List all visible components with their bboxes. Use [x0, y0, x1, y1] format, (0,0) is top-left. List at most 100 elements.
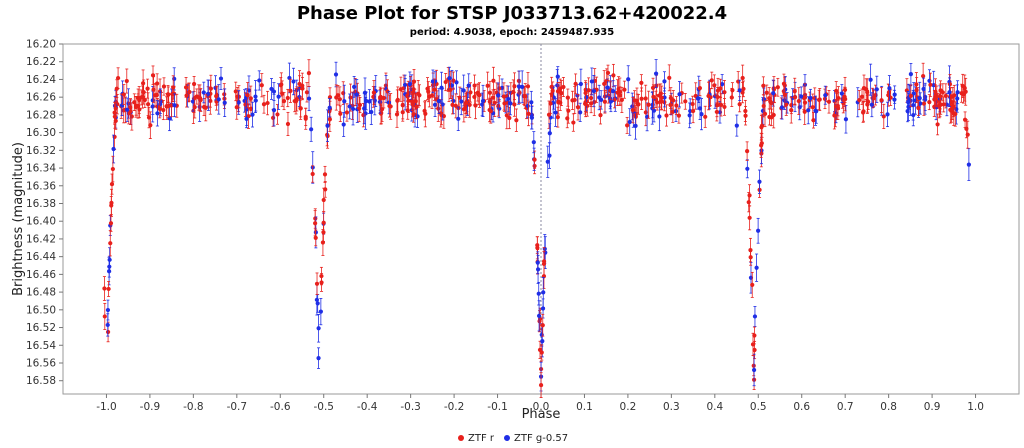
point-ztf-r	[715, 88, 721, 93]
x-tick-label: -0.4	[357, 401, 378, 413]
point-ztf-r	[835, 103, 840, 109]
point-ztf-r	[321, 220, 326, 225]
point-ztf-r	[761, 83, 766, 88]
point-ztf-r	[106, 286, 111, 292]
point-ztf-g	[155, 111, 160, 116]
point-ztf-r	[438, 111, 443, 116]
point-ztf-g	[318, 309, 323, 314]
point-ztf-g	[386, 100, 392, 105]
point-ztf-r	[115, 75, 121, 81]
point-ztf-g	[525, 103, 530, 109]
point-ztf-r	[767, 96, 772, 101]
point-ztf-g	[808, 95, 813, 101]
point-ztf-r	[963, 89, 968, 94]
point-ztf-g	[454, 80, 459, 85]
point-ztf-g	[651, 108, 657, 113]
point-ztf-g	[545, 159, 550, 164]
x-tick-label: -0.9	[140, 401, 161, 413]
point-ztf-g	[823, 93, 828, 98]
point-ztf-r	[598, 112, 603, 118]
point-ztf-g	[757, 179, 762, 184]
point-ztf-g	[250, 112, 255, 117]
point-ztf-r	[337, 97, 342, 102]
point-ztf-g	[814, 109, 819, 114]
point-ztf-r	[166, 103, 171, 108]
point-ztf-r	[285, 121, 291, 127]
point-ztf-r	[674, 103, 679, 108]
point-ztf-r	[222, 92, 227, 97]
point-ztf-g	[771, 90, 776, 96]
point-ztf-g	[480, 98, 486, 104]
point-ztf-r	[861, 86, 867, 91]
point-ztf-r	[556, 100, 561, 105]
y-tick-label: 16.38	[26, 198, 56, 210]
x-tick-label: 0.3	[663, 401, 680, 413]
y-tick-label: 16.32	[26, 145, 56, 157]
point-ztf-g	[150, 98, 155, 103]
point-ztf-g	[839, 91, 844, 96]
point-ztf-r	[344, 110, 350, 115]
point-ztf-g	[584, 95, 589, 100]
point-ztf-r	[321, 197, 326, 203]
point-ztf-g	[868, 77, 873, 82]
y-tick-label: 16.54	[26, 340, 56, 352]
point-ztf-r	[371, 90, 377, 95]
point-ztf-r	[288, 88, 293, 93]
point-ztf-g	[459, 99, 464, 104]
point-ztf-r	[634, 98, 640, 103]
point-ztf-r	[124, 78, 129, 84]
point-ztf-g	[480, 102, 485, 107]
point-ztf-r	[157, 106, 162, 112]
point-ztf-g	[354, 92, 359, 97]
point-ztf-r	[743, 108, 748, 114]
point-ztf-r	[422, 108, 427, 113]
point-ztf-r	[108, 241, 113, 246]
point-ztf-g	[350, 106, 356, 112]
point-ztf-r	[275, 112, 280, 117]
point-ztf-g	[627, 119, 632, 125]
point-ztf-g	[327, 105, 332, 110]
point-ztf-r	[651, 94, 656, 99]
point-ztf-r	[792, 95, 798, 100]
y-tick-label: 16.20	[26, 39, 56, 51]
point-ztf-r	[146, 115, 152, 120]
point-ztf-g	[687, 113, 692, 118]
point-ztf-r	[183, 85, 189, 90]
x-axis-ticks: -1.0 -0.9 -0.8 -0.7 -0.6 -0.5 -0.4 -0.3 -0.2 -0.1…	[96, 394, 984, 413]
point-ztf-r	[233, 89, 238, 94]
point-ztf-r	[561, 84, 566, 90]
point-ztf-r	[859, 94, 865, 99]
point-ztf-r	[187, 89, 192, 95]
point-ztf-r	[612, 97, 617, 102]
point-ztf-r	[511, 89, 516, 95]
point-ztf-g	[536, 313, 542, 318]
point-ztf-g	[697, 106, 703, 111]
point-ztf-r	[270, 115, 276, 120]
point-ztf-r	[865, 90, 870, 95]
point-ztf-r	[802, 95, 808, 100]
point-ztf-r	[279, 82, 284, 87]
point-ztf-r	[313, 221, 318, 226]
point-ztf-r	[959, 91, 964, 96]
point-ztf-r	[759, 123, 765, 128]
point-ztf-r	[487, 90, 493, 95]
point-ztf-g	[316, 326, 321, 331]
x-axis-label: Phase	[522, 407, 561, 422]
point-ztf-r	[371, 94, 376, 99]
point-ztf-r	[532, 157, 537, 162]
point-ztf-r	[196, 95, 201, 100]
x-tick-label: 1.0	[967, 401, 984, 413]
x-tick-label: 0.7	[837, 401, 854, 413]
point-ztf-r	[636, 102, 641, 107]
point-ztf-r	[261, 102, 267, 107]
point-ztf-g	[869, 102, 874, 107]
y-tick-label: 16.30	[26, 127, 56, 139]
x-tick-label: 0.1	[576, 401, 593, 413]
point-ztf-r	[747, 215, 752, 220]
point-ztf-r	[412, 99, 417, 104]
point-ztf-r	[565, 95, 570, 100]
point-ztf-r	[303, 116, 308, 121]
point-ztf-g	[205, 91, 211, 97]
point-ztf-r	[816, 97, 822, 102]
y-tick-label: 16.40	[26, 216, 56, 228]
